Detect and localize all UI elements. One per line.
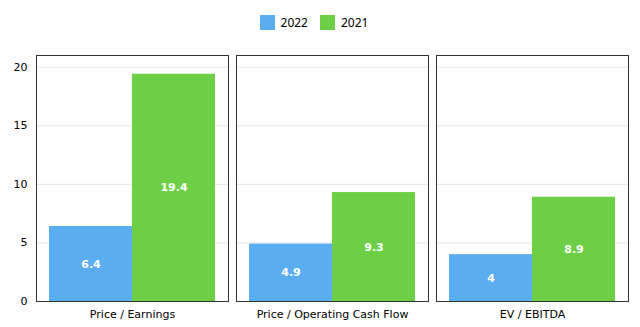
svg-text:Price / Earnings: Price / Earnings [90,308,176,321]
svg-text:6.4: 6.4 [81,258,101,271]
svg-text:Price / Operating Cash Flow: Price / Operating Cash Flow [257,308,409,321]
svg-text:9.3: 9.3 [364,241,384,254]
svg-text:5: 5 [21,236,28,249]
svg-text:8.9: 8.9 [564,243,584,256]
svg-text:4.9: 4.9 [281,266,301,279]
svg-text:0: 0 [21,295,28,308]
svg-text:10: 10 [14,178,28,191]
svg-text:15: 15 [14,119,28,132]
html-text:2021: 2021 [341,14,369,31]
svg-text:20: 20 [14,61,28,74]
html-text:2022: 2022 [280,14,308,31]
svg-text:4: 4 [487,272,495,285]
svg-text:19.4: 19.4 [160,181,187,194]
svg-text:EV / EBITDA: EV / EBITDA [500,308,566,321]
